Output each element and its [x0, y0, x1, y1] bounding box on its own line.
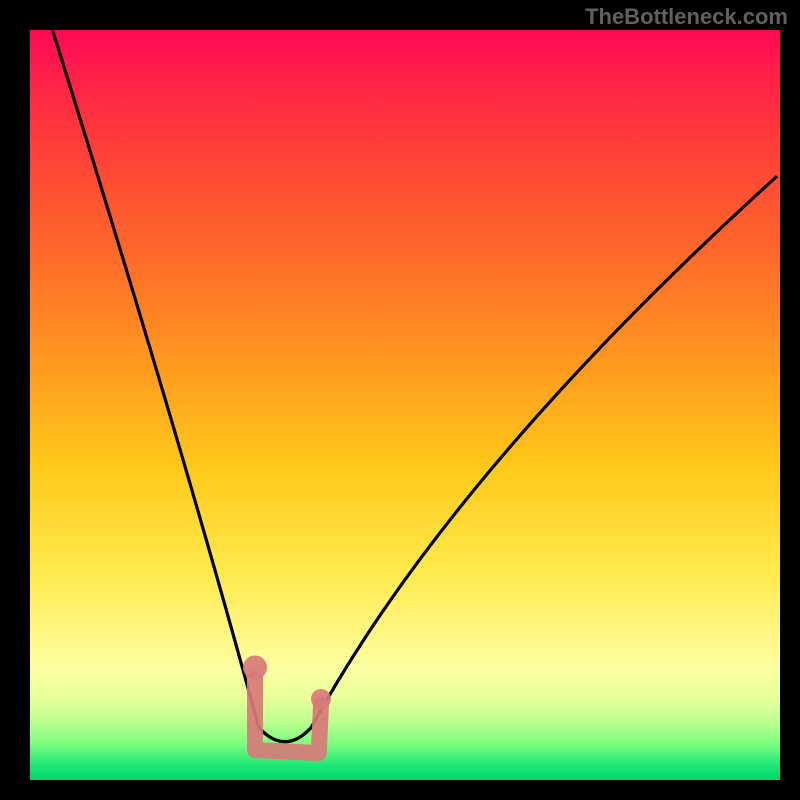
chart-frame: TheBottleneck.com [0, 0, 800, 800]
marker-left-dot [243, 656, 267, 680]
bottleneck-curve [53, 30, 778, 742]
curve-overlay [30, 30, 780, 780]
watermark-text: TheBottleneck.com [585, 4, 788, 30]
plot-area [30, 30, 780, 780]
marker-right-dot [311, 689, 331, 709]
highlight-markers [243, 656, 331, 754]
